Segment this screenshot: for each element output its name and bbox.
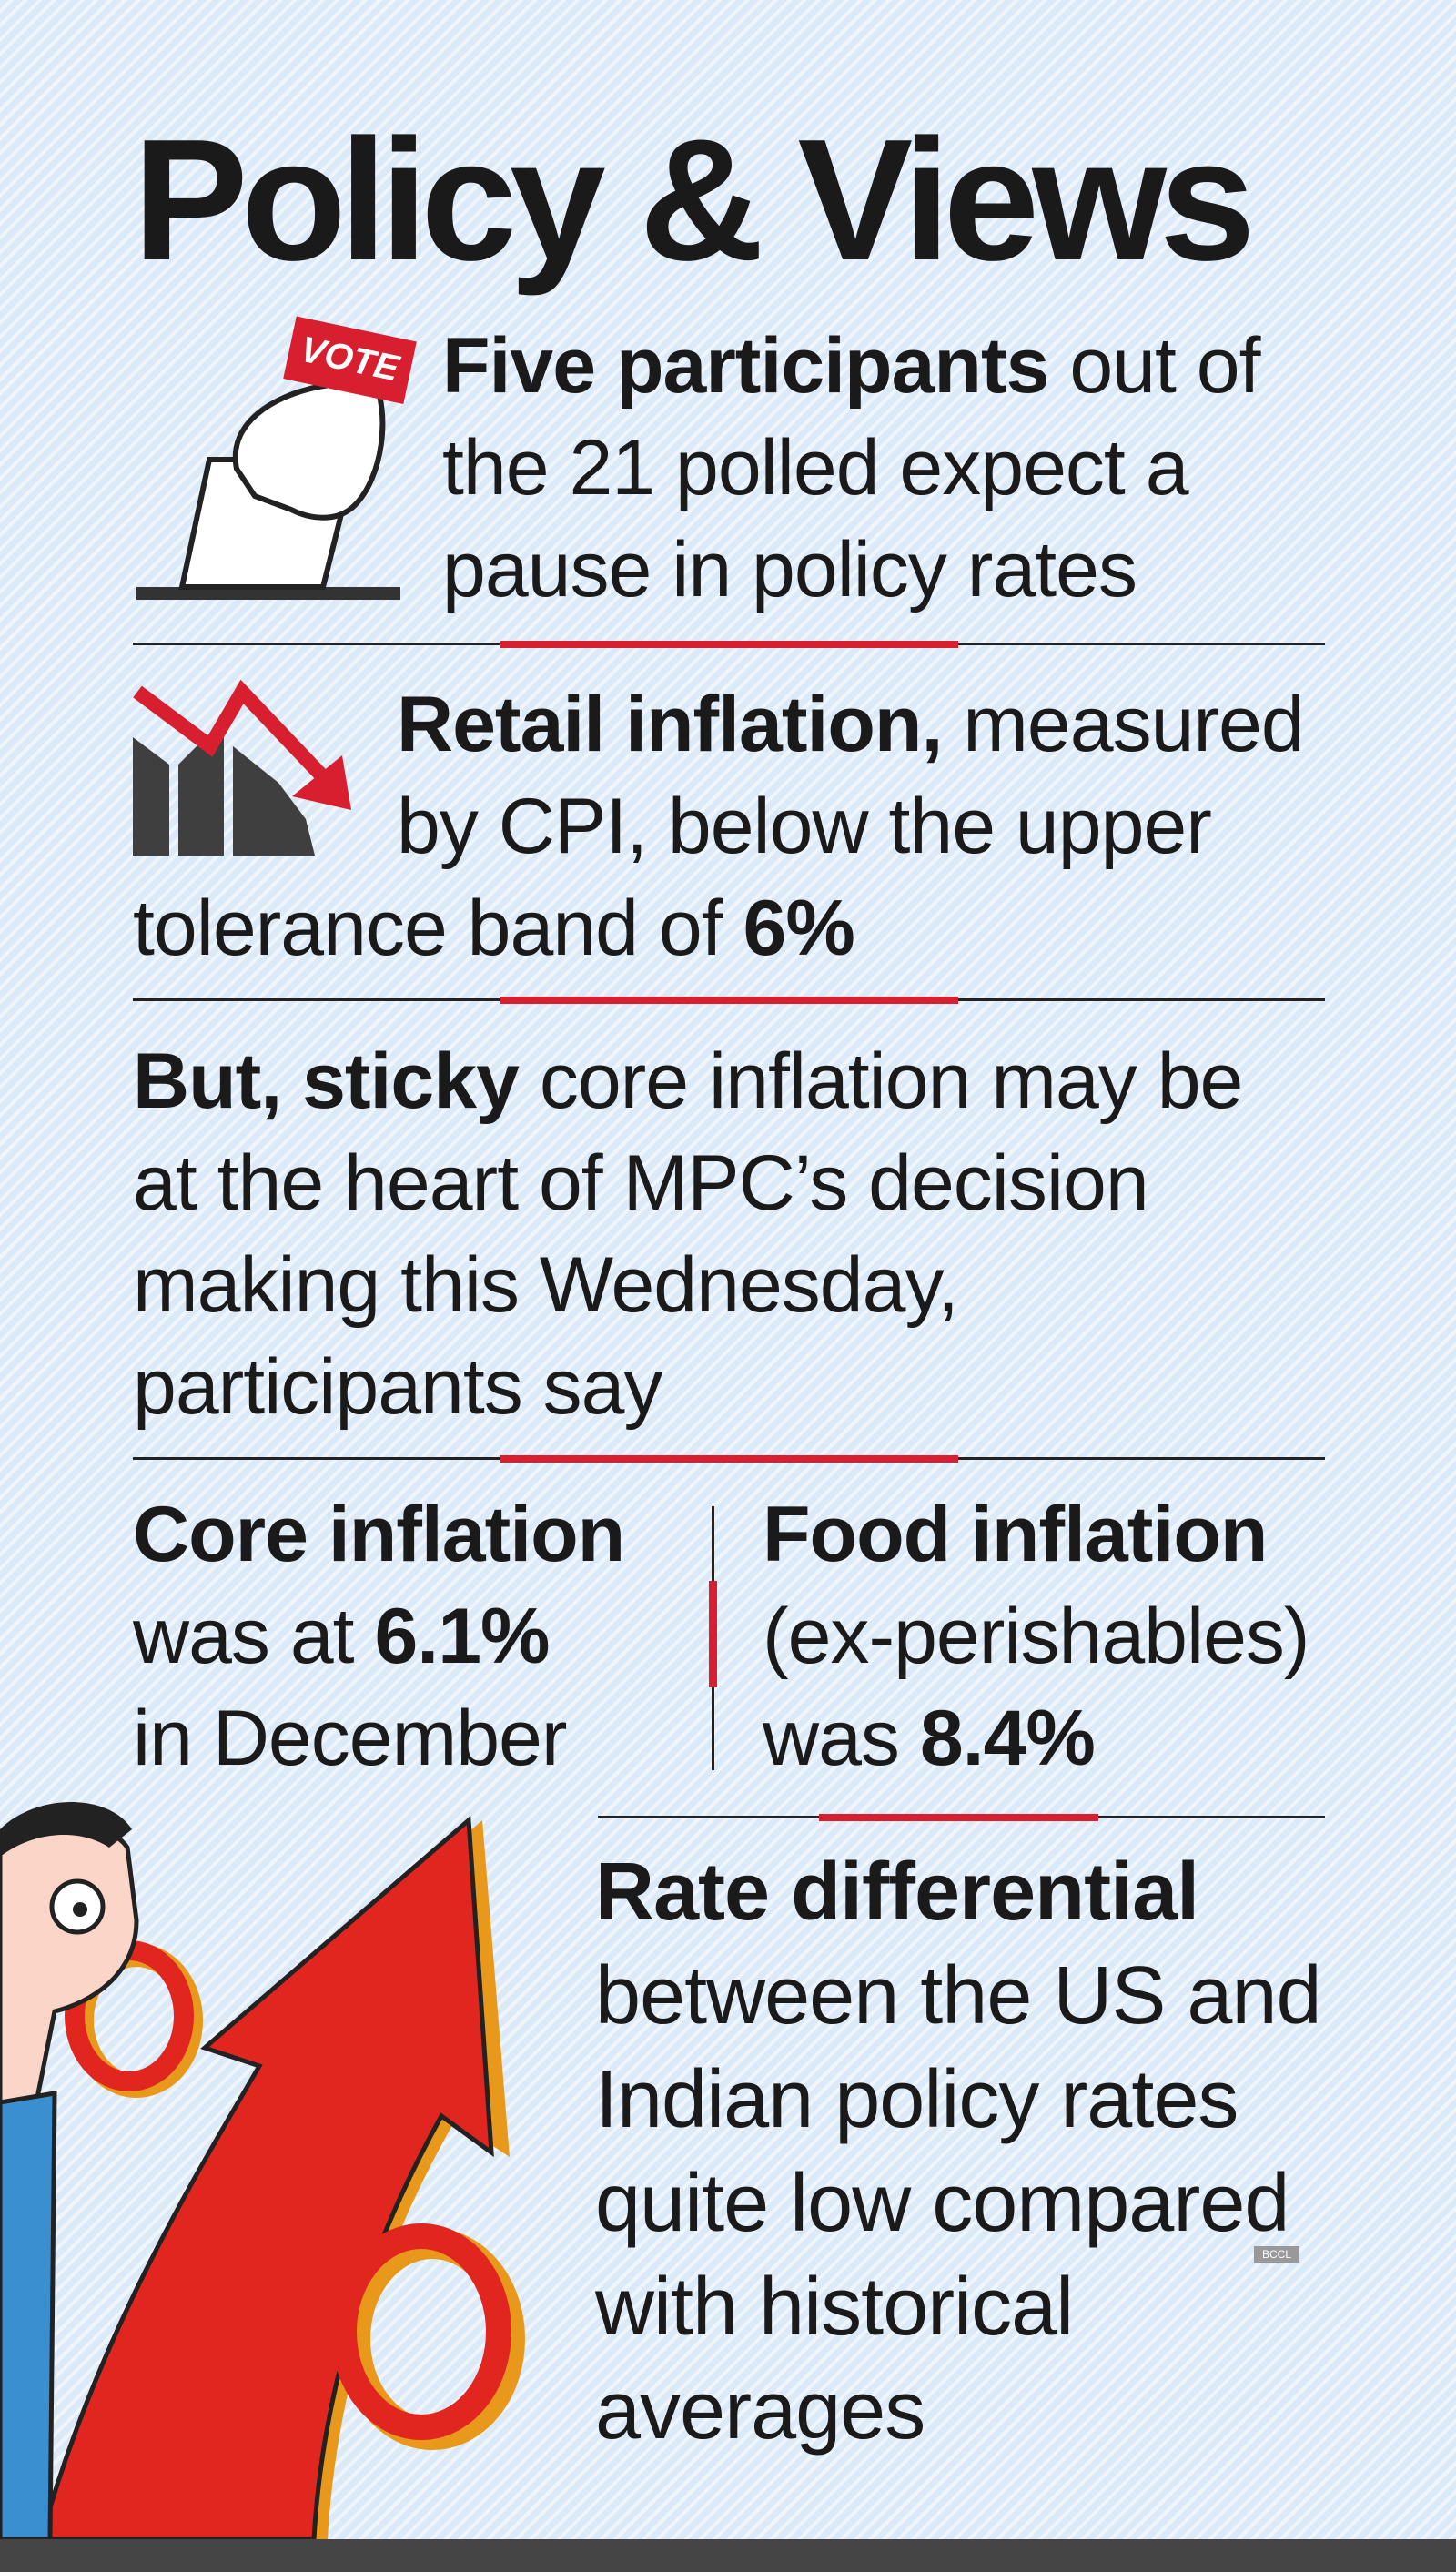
title: Policy & Views bbox=[133, 104, 1256, 297]
footer-band bbox=[0, 2539, 1456, 2572]
divider-accent bbox=[500, 641, 958, 648]
section-4: Core inflation was at 6.1% in December bbox=[133, 1483, 697, 1789]
percent-ring bbox=[331, 2223, 511, 2440]
tail: in December bbox=[133, 1695, 568, 1782]
man-face bbox=[0, 1821, 139, 2105]
arrow-head bbox=[292, 755, 351, 810]
text: out of the 21 polled expect a pause in p… bbox=[442, 322, 1261, 613]
section-3: But, sticky core inflation may be at the… bbox=[133, 1030, 1325, 1438]
lead: Core inflation bbox=[133, 1491, 625, 1578]
text: was at bbox=[133, 1593, 355, 1680]
bar bbox=[178, 728, 224, 856]
section-2: Retail inflation, measured by CPI, below… bbox=[133, 673, 1325, 979]
text: between the US and Indian policy rates q… bbox=[595, 1950, 1322, 2456]
illustration bbox=[0, 1802, 525, 2539]
section-6: Rate differential between the US and Ind… bbox=[595, 1840, 1341, 2463]
lead: Food inflation bbox=[763, 1491, 1268, 1578]
pupil bbox=[73, 1902, 87, 1917]
growth-arrow bbox=[38, 1815, 494, 2539]
emphasis: 6.1% bbox=[374, 1593, 550, 1680]
section-5: Food inflation (ex-perishables) was 8.4% bbox=[763, 1483, 1327, 1789]
divider-accent bbox=[500, 997, 958, 1004]
lead: Five participants bbox=[442, 322, 1049, 410]
lead: Retail inflation, bbox=[397, 681, 943, 768]
text: core inflation may be at the heart of MP… bbox=[133, 1038, 1243, 1431]
bar bbox=[233, 746, 315, 856]
credit: BCCL bbox=[1254, 2246, 1299, 2263]
lead: Rate differential bbox=[595, 1847, 1199, 1938]
hand bbox=[232, 374, 386, 521]
divider-accent bbox=[819, 1814, 1098, 1821]
emphasis: 8.4% bbox=[919, 1695, 1096, 1782]
lead: But, sticky bbox=[133, 1038, 520, 1125]
man-shirt bbox=[0, 2091, 57, 2539]
trend-arrow bbox=[133, 679, 334, 788]
bar bbox=[133, 737, 169, 856]
divider-accent bbox=[500, 1455, 958, 1463]
text: (ex-perishables) was bbox=[763, 1593, 1310, 1782]
ballot-slot bbox=[136, 587, 400, 600]
man-hair bbox=[0, 1802, 132, 1857]
text: measured by CPI, below the upper toleran… bbox=[133, 681, 1305, 972]
decline-icon bbox=[133, 679, 351, 856]
section-1: Five participants out of the 21 polled e… bbox=[442, 315, 1343, 621]
column-divider-accent bbox=[709, 1581, 717, 1687]
vote-icon: VOTE bbox=[136, 316, 417, 600]
emphasis: 6% bbox=[743, 885, 855, 972]
vote-badge-bg bbox=[283, 316, 417, 405]
